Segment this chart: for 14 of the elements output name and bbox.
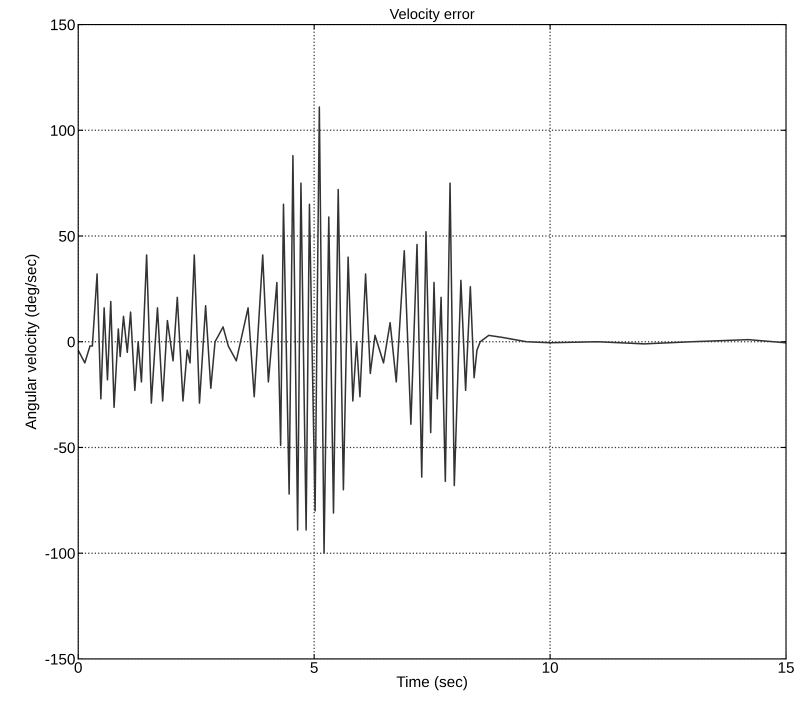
y-tick-label: 50 xyxy=(59,230,75,242)
y-axis-title: Angular velocity (deg/sec) xyxy=(25,254,40,430)
x-tick-label: 0 xyxy=(74,662,82,673)
y-tick-label: -50 xyxy=(54,442,75,454)
x-tick-label: 15 xyxy=(778,662,794,673)
x-axis-title: Time (sec) xyxy=(396,676,467,690)
x-tick-label: 10 xyxy=(542,662,558,673)
y-tick-label: 150 xyxy=(51,19,75,30)
y-tick-label: -100 xyxy=(46,548,75,559)
y-tick-label: 0 xyxy=(68,336,75,348)
chart-title: Velocity error xyxy=(390,8,474,22)
y-tick-label: -150 xyxy=(46,654,75,665)
y-tick-label: 100 xyxy=(51,125,75,136)
x-tick-label: 5 xyxy=(310,662,318,673)
